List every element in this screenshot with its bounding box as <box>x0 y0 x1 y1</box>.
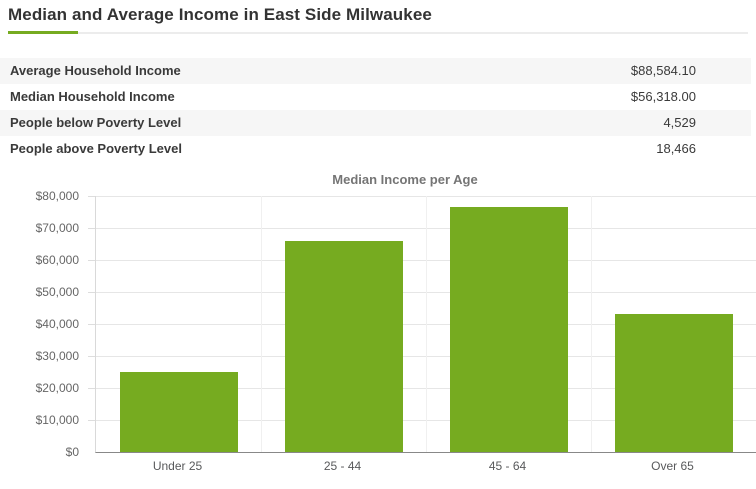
vertical-gridline <box>426 196 427 452</box>
x-axis-label: Under 25 <box>152 459 203 473</box>
bar-25-44[interactable] <box>284 241 403 452</box>
title-underline <box>8 31 748 34</box>
y-axis-tick <box>88 196 95 197</box>
row-label: People below Poverty Level <box>10 115 182 130</box>
y-axis-tick <box>88 356 95 357</box>
summary-table: Average Household Income $88,584.10 Medi… <box>0 58 751 162</box>
row-value: 18,466 <box>656 141 696 156</box>
y-axis-label: $70,000 <box>35 221 79 235</box>
y-axis-tick <box>88 228 95 229</box>
x-axis-label: Over 65 <box>651 459 694 473</box>
y-axis-tick <box>88 388 95 389</box>
row-label: People above Poverty Level <box>10 141 182 156</box>
table-row: Average Household Income $88,584.10 <box>0 58 751 84</box>
y-axis-label: $0 <box>65 445 79 459</box>
y-axis-labels: $0 $10,000 $20,000 $30,000 $40,000 $50,000 $60… <box>0 189 85 459</box>
row-value: $88,584.10 <box>630 63 696 78</box>
row-label: Median Household Income <box>10 89 175 104</box>
y-axis-label: $50,000 <box>35 285 79 299</box>
y-axis-label: $10,000 <box>35 413 79 427</box>
bar-over-65[interactable] <box>614 314 733 452</box>
page-title: Median and Average Income in East Side M… <box>8 5 432 24</box>
chart-title: Median Income per Age <box>332 172 478 187</box>
y-axis-tick <box>88 260 95 261</box>
y-axis-label: $20,000 <box>35 381 79 395</box>
x-axis-label: 25 - 44 <box>323 459 362 473</box>
y-axis-tick <box>88 292 95 293</box>
y-axis-tick <box>88 324 95 325</box>
bar-45-64[interactable] <box>449 207 568 452</box>
row-value: $56,318.00 <box>630 89 696 104</box>
table-row: People below Poverty Level 4,529 <box>0 110 751 136</box>
row-label: Average Household Income <box>10 63 181 78</box>
x-axis-labels: Under 25 25 - 44 45 - 64 Over 65 <box>95 459 755 475</box>
y-axis-label: $60,000 <box>35 253 79 267</box>
y-axis-label: $80,000 <box>35 189 79 203</box>
x-axis-label: 45 - 64 <box>488 459 527 473</box>
y-axis-label: $30,000 <box>35 349 79 363</box>
y-axis-label: $40,000 <box>35 317 79 331</box>
table-row: Median Household Income $56,318.00 <box>0 84 751 110</box>
title-accent-underline <box>8 31 78 34</box>
chart-plot-area <box>88 196 756 453</box>
row-value: 4,529 <box>663 115 696 130</box>
vertical-gridline <box>261 196 262 452</box>
y-axis-tick <box>88 420 95 421</box>
table-row: People above Poverty Level 18,466 <box>0 136 751 162</box>
bar-under-25[interactable] <box>119 372 238 452</box>
vertical-gridline <box>591 196 592 452</box>
